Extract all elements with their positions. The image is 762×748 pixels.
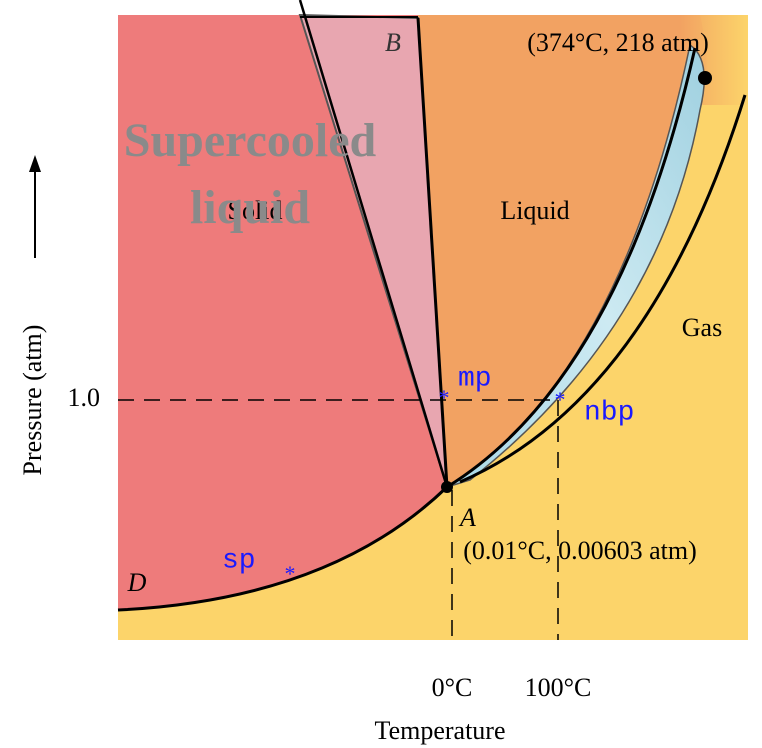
point-label: D — [127, 568, 147, 597]
x-tick-label: 100°C — [525, 673, 592, 702]
axis-arrowhead — [29, 155, 41, 172]
marker-label: nbp — [584, 397, 634, 428]
point-label: A — [458, 503, 476, 532]
x-tick-label: 0°C — [432, 673, 473, 702]
marker-label: mp — [458, 363, 492, 394]
x-axis-title: Temperature — [375, 716, 506, 745]
supercooled-line — [298, 0, 449, 488]
sublimation-curve — [117, 485, 449, 612]
marker-label: sp — [222, 545, 256, 576]
liquid-region — [418, 15, 707, 487]
critical-point — [698, 71, 712, 85]
supercooled-label: Supercooled — [124, 114, 377, 167]
triple-label: (0.01°C, 0.00603 atm) — [463, 536, 697, 565]
region-label: Solid — [228, 196, 283, 225]
triple-point — [441, 481, 453, 493]
melting-curve — [416, 17, 449, 488]
region-label: Gas — [682, 313, 722, 342]
supercooled-label: liquid — [190, 181, 310, 234]
vaporization-curve — [446, 47, 697, 489]
region-label: Liquid — [500, 196, 569, 225]
critical-label: (374°C, 218 atm) — [527, 28, 709, 57]
star: * — [555, 387, 566, 412]
y-tick-label: 1.0 — [68, 383, 101, 412]
superheated-curve — [459, 94, 747, 484]
y-axis-title: Pressure (atm) — [18, 325, 47, 476]
star: * — [285, 561, 296, 586]
point-label: B — [385, 28, 401, 57]
star: * — [439, 385, 450, 410]
